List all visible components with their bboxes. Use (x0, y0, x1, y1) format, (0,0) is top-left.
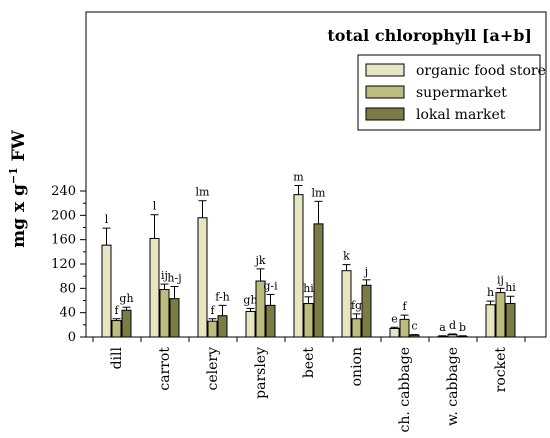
significance-label: hi (303, 282, 314, 295)
bar (169, 298, 180, 338)
significance-label: a (439, 321, 446, 334)
significance-label: m (293, 171, 304, 184)
y-tick-label: 200 (51, 208, 76, 223)
plot-frame (85, 11, 547, 338)
bar (149, 237, 160, 338)
category-label: onion (349, 347, 365, 386)
significance-label: ij (497, 273, 504, 286)
chart-title: total chlorophyll [a+b] (327, 26, 532, 45)
significance-label: ij (161, 269, 168, 282)
significance-label: fg (351, 299, 362, 312)
y-tick-label: 80 (59, 281, 76, 296)
bar (399, 318, 410, 338)
y-tick-label: 0 (68, 330, 76, 345)
bar (495, 292, 506, 338)
significance-label: k (343, 250, 350, 263)
bar (197, 217, 208, 338)
significance-label: f (210, 304, 215, 317)
significance-label: f-h (215, 290, 229, 303)
bar (485, 304, 496, 338)
category-label: ch. cabbage (397, 347, 413, 432)
significance-label: e (391, 312, 398, 325)
significance-label: hi (505, 281, 516, 294)
significance-label: h-j (167, 272, 181, 285)
y-tick-label: 120 (51, 257, 76, 272)
axes-layer: dill carrot celery parsley beet onion ch. cabb… (51, 11, 547, 432)
significance-label: b (459, 321, 466, 334)
category-label: carrot (157, 347, 173, 391)
bar (245, 310, 256, 338)
significance-label: d (449, 319, 456, 332)
legend-swatch (365, 63, 405, 77)
bar (351, 318, 362, 338)
category-label: celery (205, 347, 221, 391)
bar (217, 315, 228, 338)
significance-label: f (114, 304, 119, 317)
legend-label: organic food store (416, 63, 546, 79)
category-label: dill (109, 346, 125, 369)
bar (207, 320, 218, 338)
legend: organic food store supermarket lokal marke… (357, 54, 546, 131)
bar (121, 309, 132, 338)
category-label: rocket (493, 347, 509, 393)
bar (341, 270, 352, 338)
y-axis-label: mg x g−1 FW (7, 129, 29, 248)
bar (159, 289, 170, 338)
significance-label: f (402, 300, 407, 313)
y-tick-label: 240 (51, 184, 76, 199)
significance-label: c (411, 320, 417, 333)
bar (361, 284, 372, 338)
bar (389, 327, 400, 338)
significance-label: gh (243, 293, 257, 306)
significance-label: jk (253, 254, 265, 267)
category-label: beet (301, 347, 317, 379)
significance-label: gh (119, 292, 133, 305)
significance-label: h (487, 286, 494, 299)
bar (101, 244, 112, 338)
significance-label: g-i (263, 279, 278, 292)
significance-label: j (363, 265, 368, 278)
bar (313, 223, 324, 338)
significance-label: l (105, 213, 109, 226)
legend-label: supermarket (416, 85, 507, 101)
significance-label: lm (196, 186, 211, 199)
legend-swatch (365, 107, 405, 121)
significance-label: lm (312, 186, 327, 199)
significance-label: l (153, 200, 157, 213)
y-tick-label: 40 (59, 306, 76, 321)
bar (111, 320, 122, 338)
bar (303, 303, 314, 338)
y-tick-label: 160 (51, 233, 76, 248)
bar (265, 304, 276, 338)
category-label: parsley (253, 347, 269, 399)
legend-label: lokal market (416, 107, 506, 123)
category-label: w. cabbage (445, 347, 461, 426)
bar (505, 303, 516, 338)
legend-swatch (365, 85, 405, 99)
bar (293, 194, 304, 338)
